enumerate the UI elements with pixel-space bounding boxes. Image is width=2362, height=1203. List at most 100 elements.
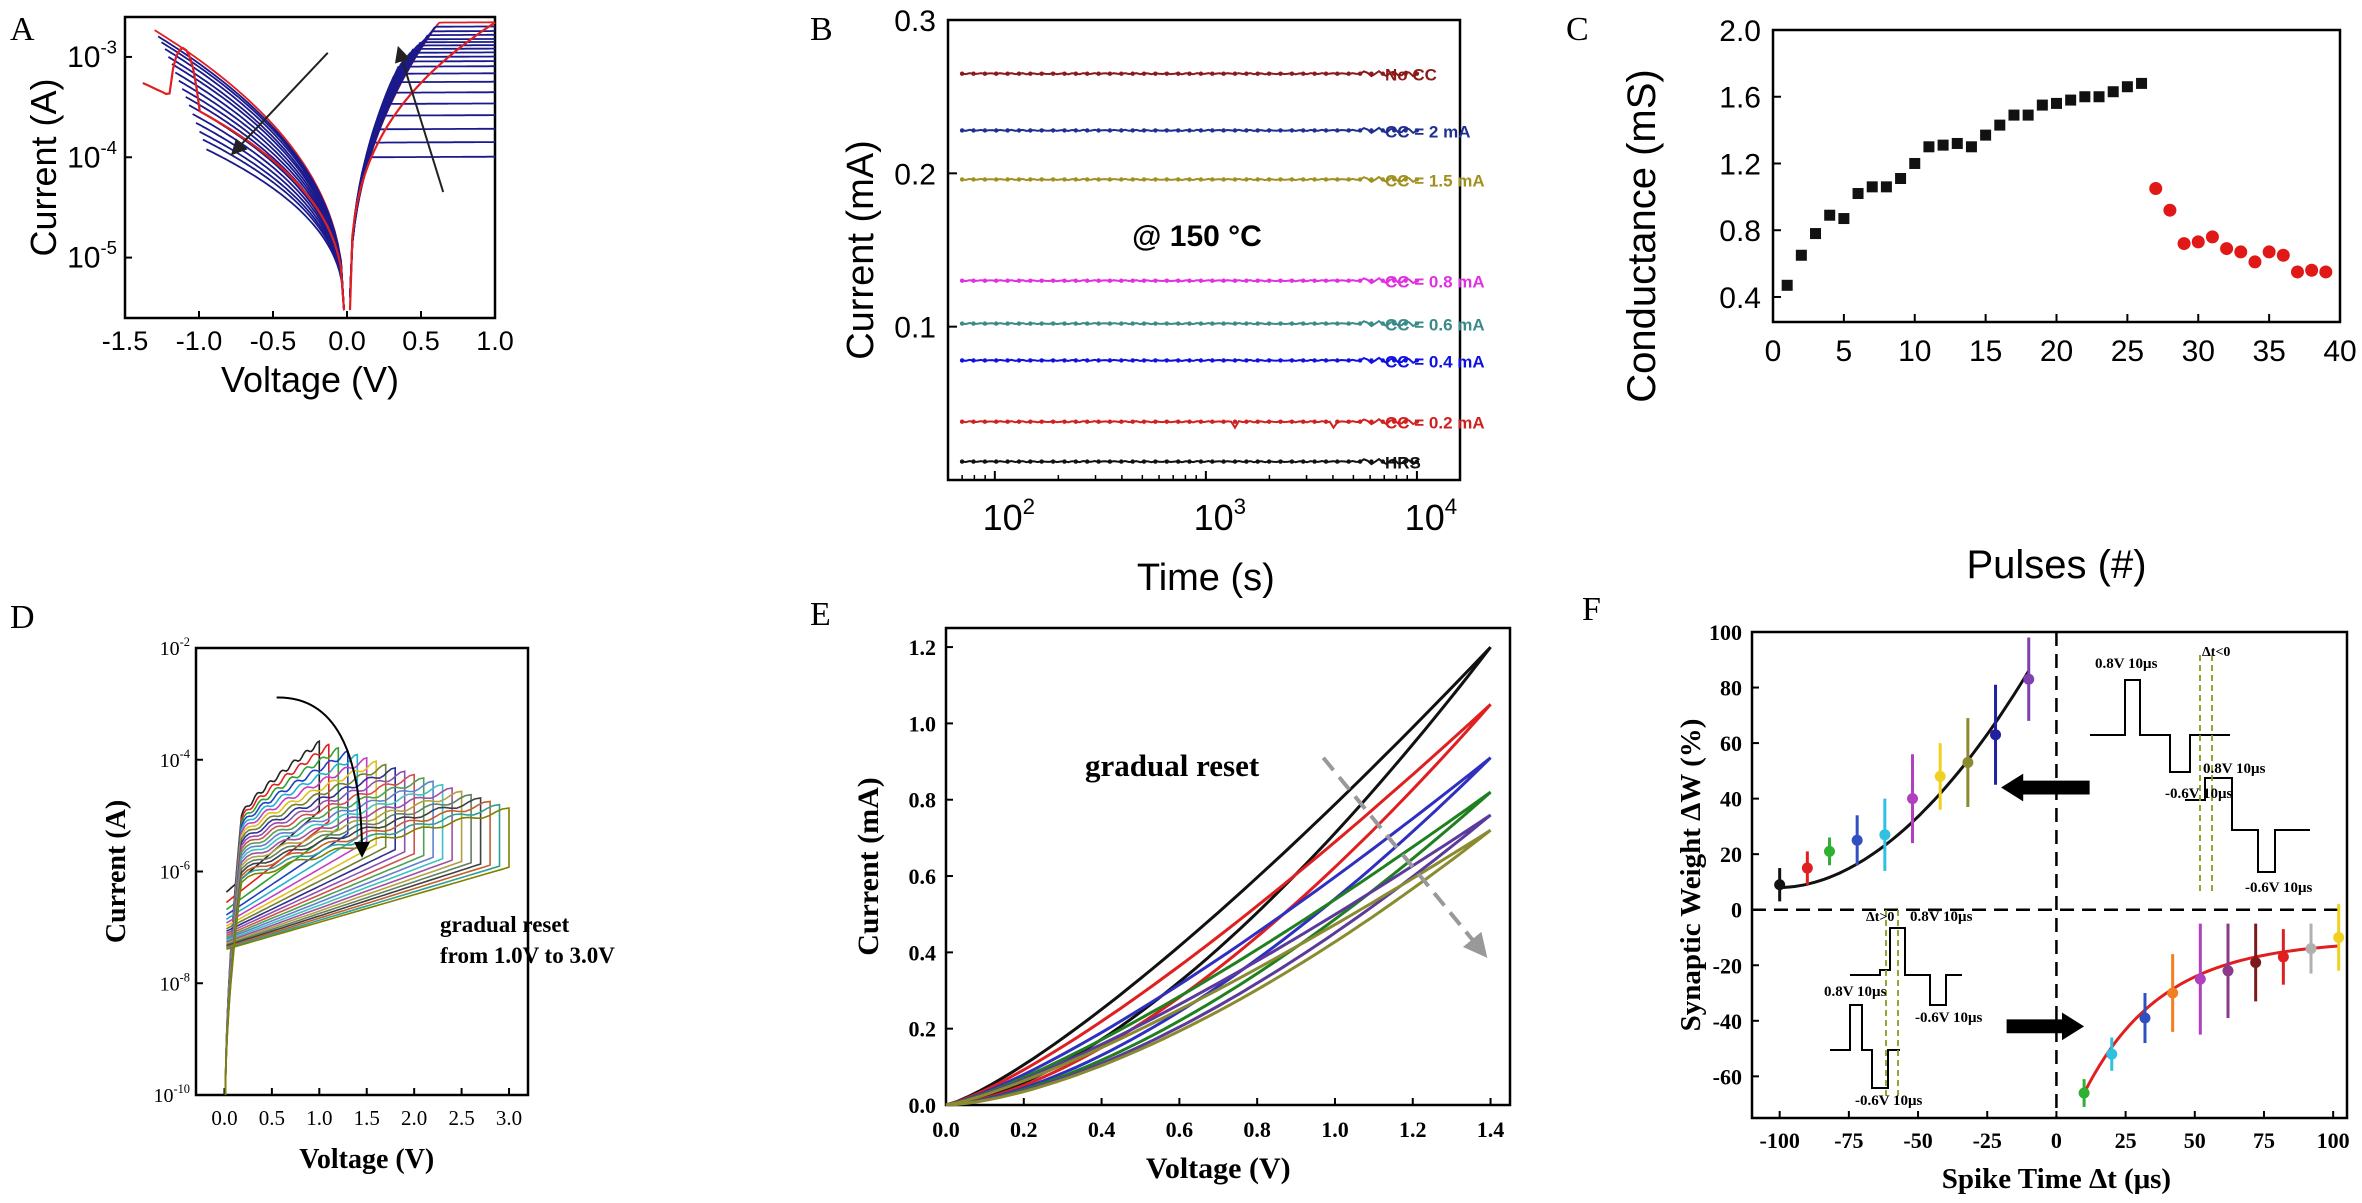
- panel-b-marker: [1062, 321, 1067, 326]
- panel-b-series-label: CC = 1.5 mA: [1385, 171, 1485, 190]
- panel-b-marker: [1323, 358, 1329, 363]
- panel-c-point-square: [2008, 109, 2020, 121]
- panel-b-marker: [1357, 358, 1363, 363]
- panel-b-marker: [1039, 459, 1044, 464]
- panel-d-xtick-label: 2.5: [448, 1106, 474, 1130]
- panel-b-series-label: CC = 2 mA: [1385, 122, 1471, 141]
- panel-b-marker: [1346, 358, 1351, 363]
- panel-f-inset-upper-dt: Δt<0: [2202, 645, 2230, 660]
- panel-a-ytick-label: 10-4: [67, 137, 117, 175]
- panel-f-ytick-label: 40: [1720, 787, 1742, 812]
- panel-b-marker: [1085, 71, 1090, 76]
- panel-d-ylabel: Current (A): [101, 800, 132, 943]
- panel-b-marker: [1323, 419, 1329, 424]
- panel-b-marker: [959, 321, 965, 326]
- panel-b-marker: [1392, 177, 1397, 182]
- panel-f-point: [2167, 987, 2179, 999]
- panel-a-xtick-label: 0.5: [402, 326, 440, 356]
- panel-b-marker: [1369, 177, 1374, 182]
- panel-f-inset-upper-p1: 0.8V 10μs: [2095, 656, 2158, 672]
- panel-b-marker: [1198, 321, 1204, 326]
- panel-b-marker: [1164, 177, 1170, 182]
- panel-b-marker: [1232, 459, 1238, 464]
- panel-c-point-square: [1795, 249, 1807, 261]
- panel-f-point: [1934, 770, 1946, 782]
- panel-b-marker: [1107, 419, 1113, 424]
- panel-d-ytick-label: 10-8: [160, 970, 190, 995]
- panel-c-point-circle: [2290, 265, 2304, 279]
- panel-b-marker: [1221, 459, 1226, 464]
- panel-b-marker: [1346, 71, 1351, 76]
- panel-c-point-circle: [2319, 265, 2333, 279]
- panel-b-marker: [1096, 358, 1101, 363]
- panel-b-marker: [1369, 71, 1374, 76]
- panel-b-marker: [1119, 128, 1124, 133]
- panel-f-inset-lower-pulse1: [1830, 1004, 1900, 1089]
- panel-b-marker: [1107, 459, 1113, 464]
- panel-f-point: [2277, 951, 2289, 963]
- panel-b-marker: [1369, 459, 1374, 464]
- panel-b-marker: [1141, 419, 1147, 424]
- panel-b-marker: [1176, 128, 1181, 133]
- panel-b-marker: [1278, 358, 1283, 363]
- panel-b-marker: [1096, 128, 1101, 133]
- panel-b-marker: [1016, 419, 1022, 424]
- panel-b-marker: [1164, 419, 1170, 424]
- panel-b-marker: [1050, 459, 1056, 464]
- panel-c-point-circle: [2234, 245, 2248, 259]
- panel-b-marker: [1312, 321, 1317, 326]
- panel-b-marker: [1050, 321, 1056, 326]
- panel-b-marker: [1335, 419, 1340, 424]
- panel-b-marker: [1107, 128, 1113, 133]
- panel-b-marker: [1232, 278, 1238, 283]
- panel-b-marker: [1119, 321, 1124, 326]
- panel-b-marker: [1380, 177, 1386, 182]
- panel-c-chart: 0 5 10 15 20 25 30 35 40 0.4 0.8 1.2 1.6 2.0 Pulses (#…: [1620, 15, 2357, 587]
- panel-letter-e: E: [810, 596, 831, 633]
- panel-b-marker: [1141, 321, 1147, 326]
- panel-a-pos-curve: [349, 141, 495, 298]
- panel-f-ytick-label: -60: [1713, 1064, 1742, 1089]
- panel-b-marker: [1289, 128, 1295, 133]
- panel-b-marker: [1039, 358, 1044, 363]
- panel-a-pos-curve: [349, 30, 495, 298]
- panel-b-marker: [1198, 459, 1204, 464]
- panel-b-marker: [1289, 278, 1295, 283]
- panel-b-marker: [1323, 128, 1329, 133]
- panel-a-arrow-left: [230, 52, 329, 156]
- panel-f-inset-lower-dt: Δt>0: [1866, 910, 1894, 925]
- panel-b-marker: [1028, 128, 1033, 133]
- panel-b-marker: [1153, 459, 1158, 464]
- panel-b-marker: [1289, 177, 1295, 182]
- panel-b-marker: [982, 278, 988, 283]
- panel-b-marker: [1016, 459, 1022, 464]
- panel-b-marker: [1312, 459, 1317, 464]
- panel-b-marker: [1039, 71, 1044, 76]
- panel-b-marker: [1198, 358, 1204, 363]
- panel-b-marker: [1323, 71, 1329, 76]
- panel-b-marker: [971, 419, 976, 424]
- panel-b-marker: [994, 459, 999, 464]
- panel-a-xtick-label: 0.0: [328, 326, 366, 356]
- panel-b-marker: [1039, 321, 1044, 326]
- panel-b-marker: [1028, 177, 1033, 182]
- panel-f-chart: -100 -75 -50 -25 0 25 50 75 100 -60 -40 -20 0 20 40 60 8…: [1675, 620, 2350, 1195]
- panel-b-marker: [1357, 128, 1363, 133]
- panel-b-marker: [1062, 358, 1067, 363]
- panel-e-xtick-label: 0.0: [932, 1117, 960, 1142]
- panel-b-marker: [1289, 419, 1295, 424]
- panel-b-marker: [1096, 177, 1101, 182]
- panel-b-marker: [1369, 358, 1374, 363]
- panel-b-marker: [1312, 128, 1317, 133]
- panel-b-marker: [982, 459, 988, 464]
- panel-b-marker: [1357, 278, 1363, 283]
- panel-b-marker: [1119, 177, 1124, 182]
- panel-f-point: [1774, 879, 1786, 891]
- panel-b-marker: [1085, 419, 1090, 424]
- panel-a-pos-curve: [349, 127, 495, 298]
- panel-b-marker: [971, 278, 976, 283]
- panel-b-marker: [982, 177, 988, 182]
- panel-c-frame: [1771, 28, 2342, 324]
- panel-b-marker: [994, 177, 999, 182]
- panel-b-marker: [1187, 278, 1192, 283]
